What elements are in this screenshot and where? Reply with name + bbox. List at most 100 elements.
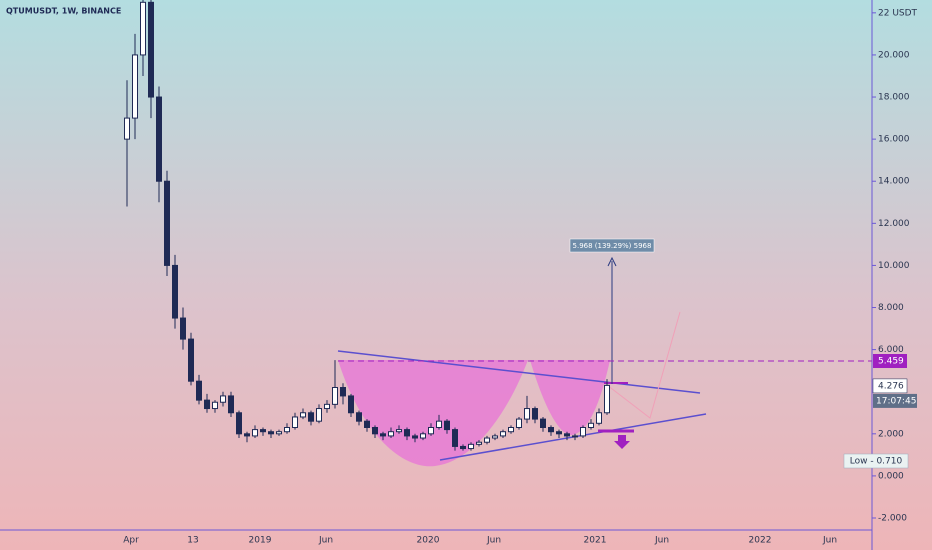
countdown-label: 17:07:45: [876, 396, 916, 406]
candle-body: [292, 416, 298, 428]
cup: [338, 360, 528, 467]
candle-body: [460, 445, 466, 450]
candle-body: [300, 412, 306, 418]
x-tick-label: 13: [187, 536, 198, 546]
projection: [606, 311, 681, 419]
overlay: 5.968 (139.29%) 5968 QTUMUSDT, 1W, BINAN…: [6, 7, 918, 546]
candle-body: [316, 408, 322, 422]
candle-body: [364, 420, 370, 428]
y-tick-label: 20.000: [878, 50, 910, 60]
candle-body: [348, 395, 354, 414]
candle-body: [180, 317, 186, 340]
candle-body: [556, 431, 562, 435]
candle-body: [412, 435, 418, 439]
candle-body: [196, 380, 202, 401]
y-tick-label: 22 USDT: [878, 8, 918, 18]
y-tick-label: -2.000: [878, 514, 907, 524]
candle-body: [540, 418, 546, 428]
candle-body: [228, 395, 234, 414]
low-label: Low - 0.710: [850, 457, 903, 467]
candle-body: [268, 431, 274, 435]
candle-body: [260, 429, 266, 433]
candle-body: [500, 431, 506, 437]
candle-body: [468, 443, 474, 450]
x-tick-label: 2022: [749, 536, 772, 546]
countdown-tag: [873, 393, 917, 408]
candle-body: [124, 117, 130, 140]
candle-body: [204, 399, 210, 410]
candle-body: [516, 418, 522, 428]
candle-body: [284, 426, 290, 433]
candle-body: [140, 1, 146, 56]
candle-body: [252, 429, 258, 437]
y-tick-label: 12.000: [878, 219, 910, 229]
candle-body: [132, 54, 138, 119]
candles: [124, 0, 610, 451]
x-tick-label: 2020: [417, 536, 440, 546]
candle-body: [324, 403, 330, 410]
candle-body: [188, 338, 194, 382]
candle-body: [532, 408, 538, 420]
candle-body: [508, 426, 514, 433]
down-arrow: [614, 435, 630, 449]
candle-body: [572, 435, 578, 438]
candle-body: [396, 429, 402, 433]
y-tick-label: 10.000: [878, 261, 910, 271]
candle-body: [428, 426, 434, 435]
candle-body: [548, 426, 554, 433]
y-tick-label: 16.000: [878, 135, 910, 145]
candle-body: [372, 426, 378, 435]
candle-body: [476, 441, 482, 445]
y-tick-label: 18.000: [878, 93, 910, 103]
candle-body: [444, 420, 450, 431]
measure-label: 5.968 (139.29%) 5968: [573, 242, 652, 250]
candle-body: [404, 429, 410, 437]
x-tick-label: Jun: [654, 536, 669, 546]
x-tick-label: Apr: [123, 536, 139, 546]
x-tick-label: 2021: [584, 536, 607, 546]
candle-body: [356, 412, 362, 422]
candle-body: [148, 1, 154, 98]
candle-body: [212, 401, 218, 410]
x-tick-label: Jun: [486, 536, 501, 546]
candle-body: [244, 433, 250, 437]
x-tick-label: Jun: [318, 536, 333, 546]
measure-box: [569, 238, 655, 253]
drawings: [337, 256, 707, 467]
candle-body: [172, 264, 178, 319]
candle-body: [332, 387, 338, 405]
last-price-tag: [872, 378, 908, 394]
resistance-tag: [873, 354, 907, 369]
candle-body: [564, 433, 570, 437]
candle-body: [156, 96, 162, 182]
candle-body: [596, 412, 602, 424]
candle-body: [236, 412, 242, 435]
x-tick-label: Jun: [822, 536, 837, 546]
candle-body: [220, 395, 226, 403]
candle-body: [484, 437, 490, 443]
y-tick-label: 2.000: [878, 429, 904, 439]
y-tick-label: 6.000: [878, 345, 904, 355]
candle-body: [380, 433, 386, 437]
low-box: [843, 453, 909, 469]
upper-trendline: [337, 350, 701, 394]
y-tick-label: 0.000: [878, 471, 904, 481]
candle-body: [276, 431, 282, 435]
handle: [530, 360, 610, 436]
y-tick-label: 14.000: [878, 177, 910, 187]
candle-body: [492, 435, 498, 439]
candle-body: [588, 422, 594, 428]
y-tick-label: 8.000: [878, 303, 904, 313]
candle-body: [452, 429, 458, 447]
measure-arrowhead: [607, 256, 617, 267]
candle-body: [308, 412, 314, 422]
candle-body: [164, 180, 170, 266]
candle-body: [436, 420, 442, 428]
candle-body: [340, 387, 346, 397]
candle-body: [580, 426, 586, 437]
resistance-label: 5.459: [878, 357, 904, 367]
last-price-label: 4.276: [878, 381, 904, 391]
candle-body: [524, 408, 530, 420]
